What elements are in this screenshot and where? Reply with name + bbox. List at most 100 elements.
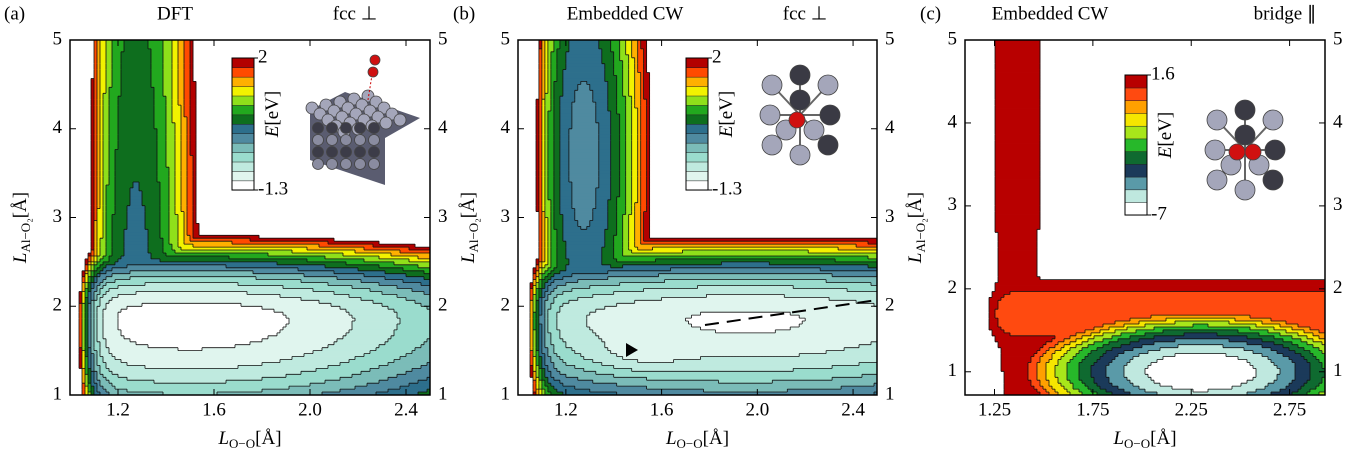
contour-band	[103, 144, 109, 147]
contour-band	[166, 141, 175, 144]
contour-band	[100, 46, 106, 49]
contour-band	[569, 135, 599, 138]
contour-band	[620, 185, 626, 188]
contour-band	[166, 152, 175, 155]
contour-band	[1109, 380, 1130, 383]
contour-band	[995, 55, 1040, 58]
contour-band	[349, 312, 397, 315]
contour-band	[106, 229, 112, 232]
contour-band	[617, 197, 626, 200]
atom	[790, 65, 810, 85]
contour-band	[112, 232, 124, 235]
contour-band	[166, 138, 175, 141]
x-tick-label: 2.0	[745, 399, 769, 420]
contour-band	[608, 220, 617, 223]
contour-band	[394, 330, 430, 333]
contour-band	[103, 123, 109, 126]
contour-band	[1001, 348, 1040, 351]
contour-band	[100, 250, 106, 253]
contour-band	[184, 58, 190, 61]
contour-band	[1028, 362, 1037, 365]
contour-band	[190, 132, 196, 135]
contour-band	[118, 327, 283, 330]
contour-band	[130, 191, 142, 194]
contour-band	[409, 383, 430, 386]
contour-band	[593, 209, 608, 212]
contour-band	[554, 90, 563, 93]
contour-band	[94, 365, 100, 368]
contour-band	[623, 90, 629, 93]
contour-band	[115, 155, 157, 158]
inset-structure	[760, 65, 840, 165]
contour-band	[998, 253, 1037, 256]
contour-band	[163, 241, 169, 244]
contour-band	[995, 336, 1055, 339]
contour-band	[157, 141, 166, 144]
contour-band	[163, 49, 172, 52]
contour-band	[112, 223, 127, 226]
contour-band	[626, 179, 632, 182]
contour-band	[560, 176, 569, 179]
contour-band	[548, 348, 554, 351]
contour-band	[109, 182, 115, 185]
contour-band	[635, 223, 641, 226]
contour-band	[995, 197, 1040, 200]
contour-band	[614, 244, 623, 247]
contour-band	[349, 330, 394, 333]
contour-band	[599, 173, 611, 176]
contour-band	[548, 297, 554, 300]
contour-band	[557, 58, 566, 61]
contour-band	[605, 238, 614, 241]
contour-band	[124, 241, 148, 244]
contour-band	[100, 342, 106, 345]
contour-band	[175, 147, 181, 150]
contour-band	[548, 318, 557, 321]
contour-band	[109, 126, 118, 129]
contour-band	[626, 152, 632, 155]
contour-band	[172, 99, 178, 102]
contour-band	[554, 365, 575, 368]
contour-band	[1001, 327, 1094, 330]
contour-band	[998, 235, 1037, 238]
contour-band	[1277, 374, 1295, 377]
contour-band	[554, 102, 560, 105]
contour-band	[106, 58, 112, 61]
contour-band	[109, 102, 118, 105]
contour-band	[175, 194, 181, 197]
contour-band	[590, 220, 608, 223]
contour-band	[97, 215, 103, 218]
contour-band	[175, 129, 181, 132]
contour-band	[599, 135, 611, 138]
contour-band	[578, 84, 590, 87]
contour-band	[545, 360, 551, 363]
contour-band	[400, 321, 430, 324]
contour-band	[566, 250, 602, 253]
contour-band	[400, 318, 430, 321]
contour-band	[548, 111, 554, 114]
contour-band	[548, 161, 554, 164]
contour-band	[178, 90, 184, 93]
contour-band	[623, 87, 629, 90]
contour-band	[572, 123, 599, 126]
contour-band	[623, 235, 629, 238]
contour-band	[1157, 360, 1247, 363]
contour-band	[184, 238, 190, 241]
contour-band	[626, 147, 632, 150]
contour-band	[995, 191, 1040, 194]
contour-band	[109, 351, 313, 354]
contour-band	[1280, 368, 1295, 371]
contour-band	[995, 84, 1040, 87]
contour-band	[995, 129, 1040, 132]
contour-band	[554, 96, 560, 99]
contour-band	[193, 223, 199, 226]
contour-band	[1046, 374, 1055, 377]
contour-band	[641, 188, 647, 191]
contour-band	[560, 185, 572, 188]
contour-band	[998, 345, 1043, 348]
contour-band	[118, 126, 154, 129]
contour-band	[545, 209, 551, 212]
contour-band	[623, 218, 629, 221]
contour-band	[187, 229, 193, 232]
contour-band	[551, 73, 557, 76]
contour-band	[632, 120, 638, 123]
